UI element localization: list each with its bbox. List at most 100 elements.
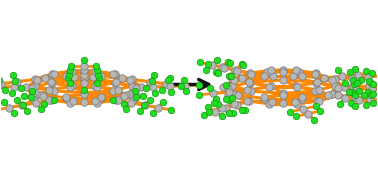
Point [280, 70, 286, 73]
Point [280, 79, 286, 81]
Point [182, 84, 188, 87]
Point [129, 78, 135, 81]
Point [11, 111, 17, 114]
Point [313, 81, 319, 84]
Point [33, 101, 39, 104]
Point [93, 70, 99, 73]
Point [218, 66, 225, 68]
Point [366, 85, 372, 88]
Point [231, 103, 237, 106]
Point [150, 111, 156, 114]
Point [335, 87, 341, 89]
Point [69, 84, 75, 87]
Point [23, 86, 29, 88]
Point [248, 72, 254, 75]
Point [352, 105, 358, 107]
Point [244, 99, 250, 102]
Point [317, 110, 323, 112]
Point [212, 110, 218, 113]
Point [247, 81, 253, 84]
Point [235, 94, 242, 97]
Point [110, 89, 116, 92]
Point [292, 100, 298, 103]
Point [67, 101, 73, 104]
Point [81, 69, 87, 72]
Point [197, 61, 203, 64]
Point [181, 79, 187, 81]
Point [69, 70, 75, 73]
Point [246, 81, 252, 83]
Point [218, 107, 225, 109]
Point [239, 77, 245, 79]
Point [165, 79, 171, 82]
Point [21, 94, 27, 97]
Point [81, 91, 87, 94]
Point [115, 88, 121, 91]
Point [350, 85, 356, 87]
Point [38, 93, 44, 96]
Point [349, 77, 355, 79]
Point [280, 93, 286, 96]
Point [121, 103, 127, 106]
Point [140, 94, 146, 97]
Point [223, 84, 229, 87]
Point [300, 108, 306, 110]
Point [219, 115, 225, 117]
Point [296, 71, 302, 74]
Point [147, 80, 153, 83]
Point [215, 71, 222, 74]
Point [123, 93, 129, 96]
Point [81, 71, 87, 74]
Point [133, 95, 139, 98]
Point [12, 79, 18, 82]
Point [225, 60, 231, 63]
Point [141, 103, 147, 106]
Point [246, 100, 252, 102]
Point [266, 103, 272, 105]
Point [81, 93, 87, 95]
Point [40, 94, 46, 97]
Point [356, 90, 362, 93]
Point [48, 99, 54, 101]
Point [50, 82, 56, 84]
Point [341, 97, 347, 99]
Point [205, 63, 211, 65]
Point [369, 72, 375, 75]
Point [365, 76, 371, 78]
Point [299, 74, 305, 77]
Point [227, 61, 233, 64]
Point [65, 77, 71, 79]
Point [242, 108, 248, 111]
Point [367, 98, 373, 100]
Point [335, 68, 341, 71]
Point [155, 106, 161, 109]
Point [316, 89, 322, 91]
Point [329, 93, 335, 96]
Point [67, 82, 73, 84]
Point [81, 82, 87, 84]
Point [19, 87, 25, 90]
Point [350, 79, 356, 81]
Point [262, 74, 268, 77]
Point [356, 99, 363, 102]
Point [335, 94, 341, 96]
Point [352, 96, 358, 99]
Point [63, 75, 69, 77]
Point [143, 87, 149, 90]
Point [91, 99, 98, 102]
Point [9, 92, 15, 95]
Point [24, 109, 30, 112]
Point [93, 84, 99, 87]
Point [220, 86, 226, 89]
Point [265, 71, 271, 74]
Point [363, 103, 369, 106]
Point [142, 104, 148, 107]
Point [51, 89, 57, 92]
Point [81, 101, 87, 103]
Point [32, 84, 38, 87]
Point [299, 96, 305, 99]
Point [28, 93, 34, 96]
Point [232, 69, 238, 71]
Point [46, 98, 53, 101]
Point [280, 69, 286, 71]
